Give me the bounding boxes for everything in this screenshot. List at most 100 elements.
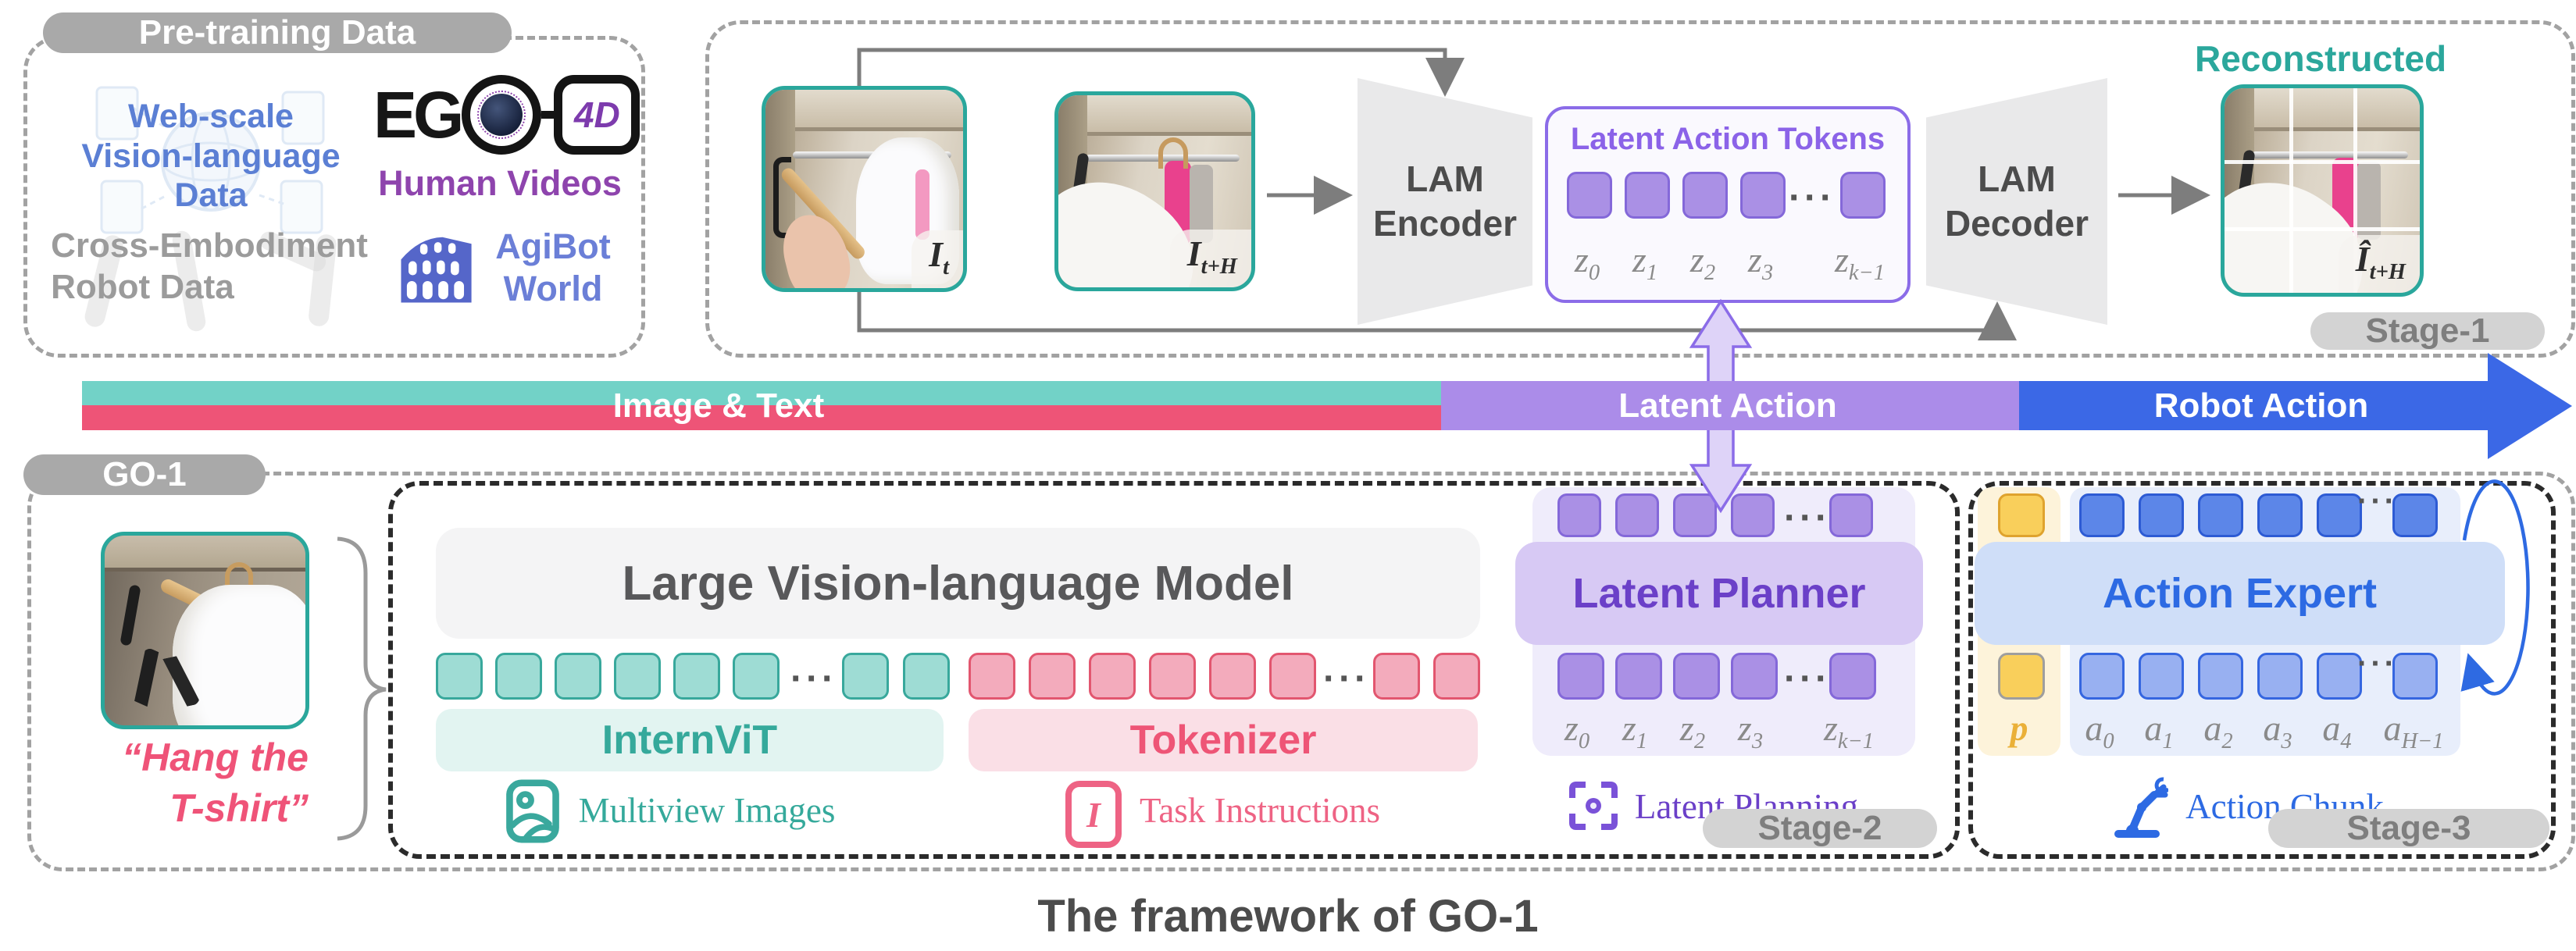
text-token [1089, 653, 1136, 700]
web-data-icon [95, 86, 325, 234]
ego4d-letters: EG [373, 77, 464, 151]
latent-token [1567, 172, 1612, 219]
observation-image-t+H: It+H [1054, 91, 1255, 291]
ellipsis: ··· [1784, 497, 1831, 539]
lam-encoder: LAM Encoder [1358, 78, 1532, 325]
ego4d-bridge [541, 111, 555, 119]
action-token [2139, 493, 2184, 537]
latent-action-tokens-title: Latent Action Tokens [1570, 122, 1886, 156]
ellipsis: ··· [2357, 646, 2398, 681]
stage2-box [388, 481, 1960, 859]
vision-token [733, 653, 780, 700]
action-token [2079, 493, 2125, 537]
image-label-chip: It+H [1169, 229, 1251, 287]
multiview-images-icon [506, 779, 559, 843]
bar-image-text-pink [82, 405, 1441, 430]
bar-label-image-text: Image & Text [612, 386, 825, 425]
task-instructions-label: Task Instructions [1139, 791, 1381, 830]
proprio-token [1998, 653, 2045, 700]
tokenizer-box: Tokenizer [969, 709, 1478, 771]
robot-arm-chunk-icon [2114, 777, 2168, 838]
action-token [2392, 653, 2438, 700]
bar-robot-action [2019, 381, 2488, 430]
action-token [2317, 653, 2362, 700]
reconstructed-title: Reconstructed [2195, 38, 2447, 79]
latent-planner-box: Latent Planner [1515, 542, 1923, 645]
ellipsis: ··· [790, 658, 837, 700]
ellipsis: ··· [1323, 658, 1370, 700]
action-token [2257, 493, 2303, 537]
stage3-badge: Stage-3 [2268, 809, 2549, 848]
proprio-token [1998, 493, 2045, 537]
reconstructed-image: Ît+H [2221, 84, 2424, 297]
bar-label-robot-action: Robot Action [2153, 386, 2369, 425]
bar-image-text-teal [82, 381, 1441, 405]
stage1-box [705, 20, 2575, 358]
latent-token [1673, 493, 1717, 537]
action-token [2317, 493, 2362, 537]
multiview-images-label: Multiview Images [578, 791, 836, 830]
task-instructions-icon: I [1065, 781, 1122, 848]
latent-token [1731, 493, 1775, 537]
lvm-box: Large Vision-language Model [436, 528, 1480, 639]
observation-image-t: It [762, 86, 967, 292]
ego4d-4d: 4D [573, 94, 620, 135]
task-instruction-text: “Hang the T-shirt” [122, 736, 309, 830]
vision-token [436, 653, 483, 700]
vision-token [842, 653, 889, 700]
bar-arrowhead [2488, 353, 2572, 459]
latent-token [1615, 493, 1659, 537]
agibot-world-label: AgiBot World [495, 226, 611, 308]
tshirt-observation-image [101, 532, 309, 729]
web-data-label: Web-scale Vision-language Data [81, 97, 341, 215]
proprio-label: p [2010, 708, 2028, 748]
latent-token [1673, 653, 1720, 700]
latent-token [1829, 493, 1873, 537]
cross-embodiment-label: Cross-Embodiment Robot Data [51, 226, 368, 306]
latent-token [1682, 172, 1728, 219]
ego4d-globe-lens-icon [462, 75, 542, 155]
ellipsis: ··· [2357, 484, 2398, 518]
bar-label-latent-action: Latent Action [1618, 386, 1837, 425]
ego4d-logo: EG 4D [373, 75, 640, 155]
stage1-badge: Stage-1 [2310, 312, 2545, 350]
vision-token [614, 653, 661, 700]
text-token [1029, 653, 1076, 700]
action-token [2139, 653, 2184, 700]
internvit-box: InternViT [436, 709, 944, 771]
action-token [2198, 493, 2243, 537]
text-token [1373, 653, 1420, 700]
pretraining-title: Pre-training Data [138, 13, 416, 52]
stage2-badge: Stage-2 [1703, 809, 1937, 848]
human-videos-label: Human Videos [378, 163, 622, 203]
latent-token [1625, 172, 1670, 219]
ellipsis: ··· [1784, 658, 1831, 700]
action-expert-box: Action Expert [1975, 542, 2505, 645]
action-token [2392, 493, 2438, 537]
go1-badge-pill: GO-1 [23, 454, 266, 495]
ego4d-4d-lens: 4D [554, 75, 640, 155]
latent-action-tokens-box: Latent Action Tokens ··· z0 z1 z2 z3 zk−… [1545, 106, 1911, 303]
text-token [1269, 653, 1316, 700]
latent-token [1615, 653, 1662, 700]
text-token [1149, 653, 1196, 700]
latent-token [1557, 653, 1604, 700]
action-token [2079, 653, 2125, 700]
latent-token [1740, 172, 1786, 219]
text-token [1209, 653, 1256, 700]
latent-token [1731, 653, 1778, 700]
vision-token [673, 653, 720, 700]
stage3-box [1968, 481, 2556, 859]
text-token [1433, 653, 1480, 700]
pretraining-title-pill: Pre-training Data [43, 12, 512, 53]
vision-token [555, 653, 601, 700]
image-label-chip: It [912, 230, 963, 288]
latent-token [1829, 653, 1876, 700]
agibot-colosseum-icon [401, 237, 472, 303]
action-token [2257, 653, 2303, 700]
vision-token [903, 653, 950, 700]
figure-caption: The framework of GO-1 [1037, 891, 1539, 942]
text-token [969, 653, 1015, 700]
action-token [2198, 653, 2243, 700]
